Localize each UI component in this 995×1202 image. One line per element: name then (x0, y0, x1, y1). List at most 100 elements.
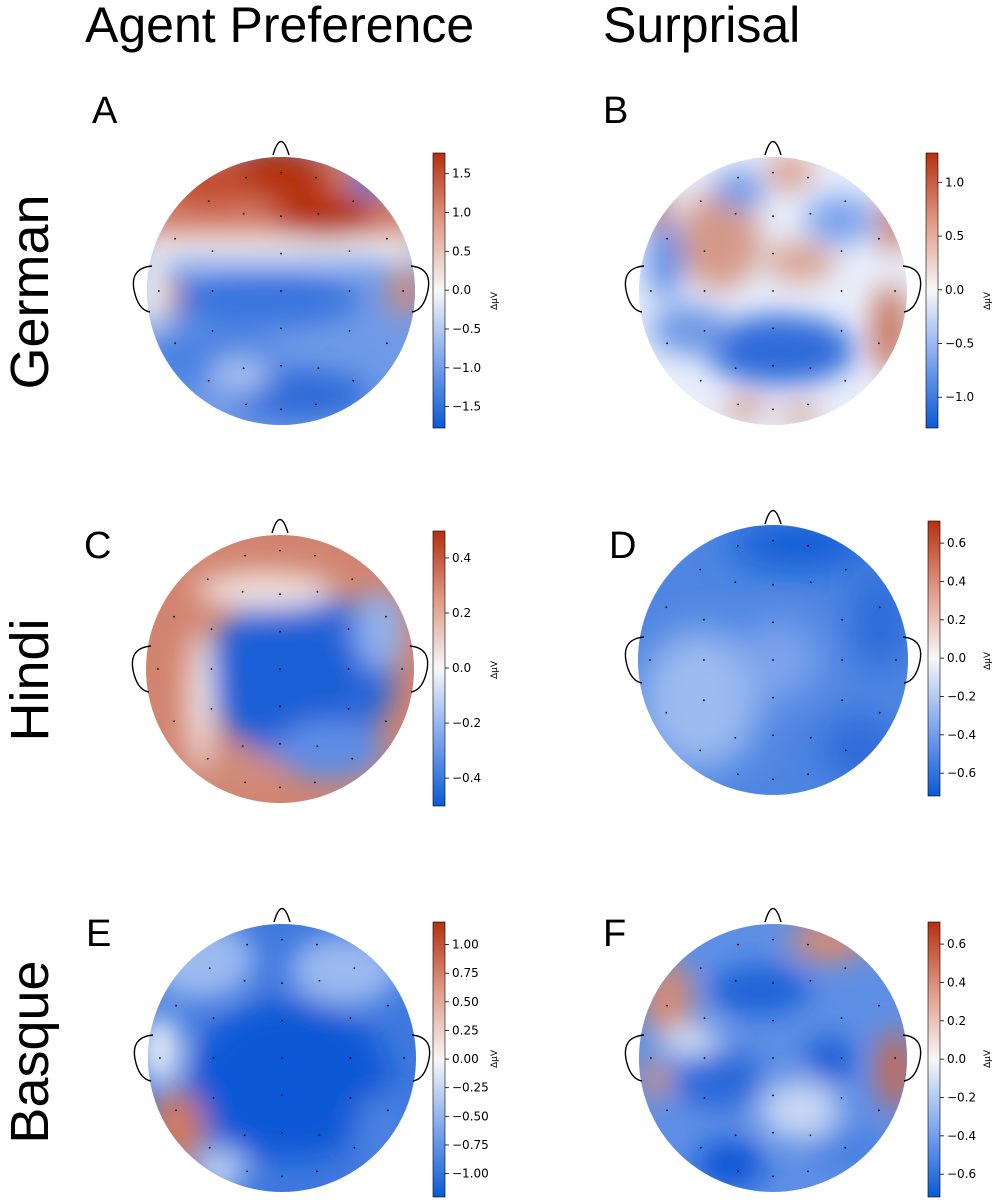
sensor-dot (281, 1131, 283, 1134)
sensor-dot (840, 1017, 843, 1019)
sensor-dot (318, 979, 321, 982)
sensor-dot (280, 215, 282, 218)
sensor-dot (650, 1057, 652, 1059)
sensor-dot (314, 781, 316, 784)
colorbar-tick-label: 1.0 (945, 175, 964, 189)
sensor-dot (840, 290, 843, 292)
colorbar-tick-label: 0.50 (452, 995, 479, 1009)
left-ear-outline (624, 636, 645, 684)
nose-outline (764, 509, 782, 525)
colorbar-tick-label: 0.00 (452, 1052, 479, 1066)
sensor-dot (212, 1097, 215, 1099)
sensor-dot (665, 606, 668, 609)
sensor-dot (347, 628, 350, 630)
sensor-dot (772, 364, 774, 367)
sensor-dot (809, 1134, 812, 1137)
colorbar-gradient (925, 152, 939, 429)
sensor-dot (699, 568, 702, 571)
colorbar-d: 0.6 0.4 0.2 0.0 −0.2 −0.4 −0.6 ΔμV (927, 520, 993, 797)
sensor-dot (279, 668, 281, 670)
sensor-dot (174, 237, 177, 240)
sensor-dot (772, 982, 774, 985)
sensor-dot (385, 615, 387, 618)
sensor-dot (844, 749, 847, 752)
colorbar-gradient (927, 921, 941, 1198)
sensor-dot (703, 618, 705, 621)
sensor-dot (699, 1146, 702, 1149)
sensor-dot (402, 290, 404, 292)
sensor-dot (840, 1057, 843, 1059)
sensor-dot (734, 581, 737, 584)
right-ear-outline (411, 1034, 431, 1082)
colorbar-gradient (927, 520, 941, 797)
sensor-dot (703, 250, 706, 253)
sensor-dot (650, 290, 652, 292)
sensor-dot (703, 699, 705, 702)
sensor-dot (349, 1017, 352, 1019)
panel-letter-b: B (603, 90, 629, 132)
sensor-dot (772, 327, 774, 330)
colorbar-tick-label: 0.0 (947, 1052, 966, 1066)
sensor-dot (878, 237, 880, 240)
sensor-dot (211, 330, 214, 332)
sensor-dot (279, 630, 281, 633)
colorbar-tick-label: 0.0 (452, 283, 471, 297)
sensor-dot (242, 212, 245, 215)
sensor-dot (206, 757, 209, 760)
sensor-dot (737, 1170, 739, 1173)
panel-letter-f: F (603, 913, 627, 955)
sensor-dot (281, 938, 283, 941)
sensor-dot (878, 606, 881, 609)
topomap-f (624, 907, 922, 1192)
sensor-dot (772, 252, 774, 255)
sensor-dot (315, 176, 317, 179)
sensor-dot (878, 711, 881, 714)
colorbar-tick-label: 0.5 (945, 229, 964, 243)
sensor-dot (703, 1097, 706, 1099)
sensor-dot (809, 367, 812, 370)
sensor-dot (246, 1170, 249, 1173)
sensor-dot (212, 1057, 215, 1059)
sensor-dot (175, 1109, 178, 1112)
left-ear-outline (131, 645, 152, 693)
column-title-agent-preference: Agent Preference (85, 0, 475, 53)
sensor-dot (403, 1057, 405, 1059)
sensor-markers-c (157, 549, 403, 789)
sensor-dot (210, 628, 213, 630)
right-ear-outline (410, 265, 430, 313)
sensor-dot (666, 342, 668, 345)
colorbar-tick-label: 0.2 (947, 613, 966, 627)
sensor-dot (173, 615, 176, 618)
colorbar-tick-label: 0.6 (947, 937, 966, 951)
sensor-dot (772, 171, 774, 174)
nose-outline (764, 140, 782, 156)
sensor-markers-f (650, 938, 896, 1178)
sensor-dot (317, 367, 320, 370)
colorbar-tick-label: 0.4 (452, 551, 471, 565)
colorbar-gradient (432, 152, 446, 429)
colorbar-tick-label: 0.75 (452, 966, 479, 980)
sensor-dot (807, 176, 809, 179)
sensor-dot (159, 1057, 161, 1059)
sensor-dot (281, 1057, 283, 1059)
sensor-dot (243, 1134, 246, 1137)
sensor-dot (279, 705, 281, 708)
sensor-dot (807, 403, 809, 406)
sensor-dot (385, 720, 387, 723)
sensor-dot (244, 781, 247, 784)
left-ear-outline (624, 265, 645, 313)
topomap-c (131, 518, 429, 803)
sensor-dot (699, 379, 702, 382)
colorbar-tick-label: 0.5 (452, 244, 471, 258)
sensor-dot (158, 290, 160, 292)
sensor-dot (317, 212, 320, 215)
topomap-e (133, 907, 431, 1192)
nose-outline (271, 518, 289, 534)
sensor-dot (316, 590, 319, 593)
topomap-b (624, 140, 922, 425)
sensor-dot (242, 367, 245, 370)
colorbar-tick-label: 1.00 (452, 938, 479, 952)
sensor-dot (173, 720, 176, 723)
sensor-dot (211, 290, 214, 292)
